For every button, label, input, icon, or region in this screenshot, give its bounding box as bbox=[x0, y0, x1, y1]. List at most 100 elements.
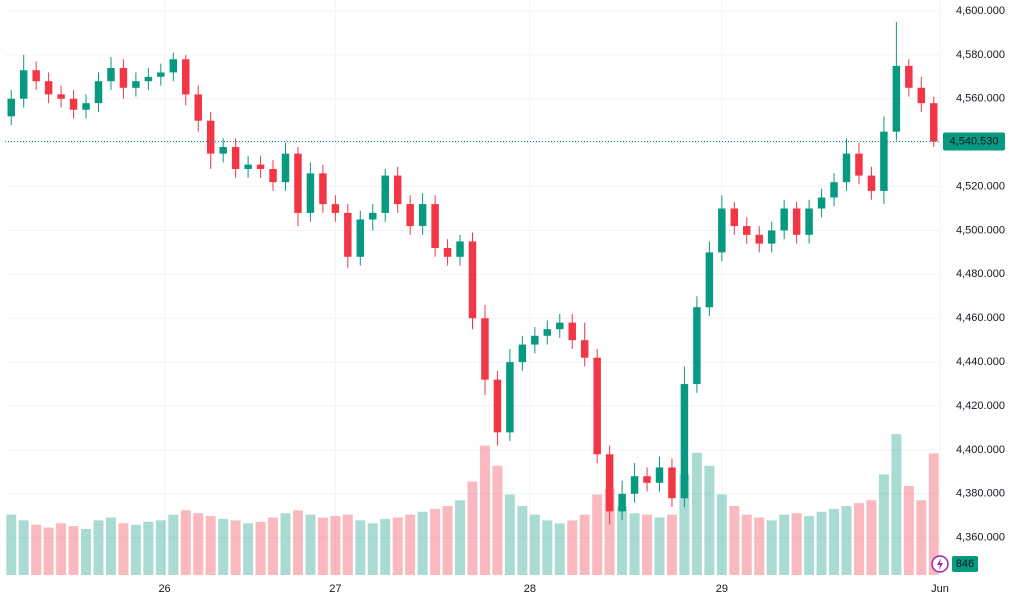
volume-bar bbox=[280, 513, 291, 575]
volume-bar bbox=[442, 506, 453, 575]
volume-bar bbox=[779, 514, 790, 575]
volume-bar bbox=[567, 520, 578, 575]
volume-bar bbox=[405, 514, 416, 575]
candle-body bbox=[44, 81, 53, 95]
volume-bar bbox=[230, 520, 241, 575]
volume-bar bbox=[642, 514, 653, 575]
candle-body bbox=[618, 493, 626, 512]
candle-body bbox=[231, 147, 240, 169]
candle-body bbox=[132, 81, 140, 88]
candle-body bbox=[182, 59, 190, 95]
volume-bar bbox=[168, 514, 179, 575]
volume-bar bbox=[305, 514, 316, 575]
volume-bar bbox=[392, 517, 403, 575]
volume-bar bbox=[804, 516, 815, 575]
y-tick-label: 4,580.000 bbox=[956, 49, 1005, 61]
candle-body bbox=[593, 357, 601, 455]
volume-bar bbox=[56, 523, 67, 575]
volume-bar bbox=[554, 523, 565, 575]
volume-bar bbox=[268, 517, 279, 575]
candle-body bbox=[905, 65, 913, 88]
candle-body bbox=[481, 318, 489, 380]
candle-body bbox=[256, 164, 265, 169]
candle-body bbox=[630, 476, 639, 494]
candle-body bbox=[493, 379, 502, 433]
candle-body bbox=[32, 70, 40, 82]
volume-bar bbox=[529, 514, 540, 575]
volume-bar bbox=[155, 520, 166, 575]
candle-body bbox=[294, 153, 302, 213]
candle-body bbox=[107, 68, 115, 82]
candle-body bbox=[605, 454, 614, 512]
volume-bar bbox=[492, 465, 503, 575]
last-price-box bbox=[943, 132, 1005, 151]
candle-body bbox=[369, 212, 377, 220]
candle-body bbox=[531, 335, 539, 345]
volume-bar bbox=[367, 523, 378, 575]
volume-bar bbox=[317, 517, 328, 575]
x-tick-label: Jun bbox=[931, 583, 949, 595]
y-tick-label: 4,440.000 bbox=[956, 356, 1005, 368]
volume-bar bbox=[105, 517, 116, 575]
candle-body bbox=[730, 208, 739, 227]
candle-body bbox=[157, 72, 165, 77]
x-tick-label: 27 bbox=[329, 583, 341, 595]
volume-bar bbox=[43, 527, 54, 575]
volume-bar bbox=[716, 494, 727, 575]
volume-bar bbox=[903, 485, 914, 575]
candle-body bbox=[269, 168, 277, 183]
candle-body bbox=[381, 175, 389, 213]
candle-body bbox=[144, 76, 153, 82]
candle-body bbox=[917, 87, 926, 104]
last-volume-label: 846 bbox=[956, 558, 974, 570]
candle-body bbox=[817, 197, 826, 209]
volume-bar bbox=[691, 452, 702, 575]
volume-bar bbox=[205, 516, 216, 575]
candle-body bbox=[57, 94, 65, 99]
volume-bar bbox=[754, 517, 765, 575]
volume-icon bbox=[931, 555, 949, 573]
x-tick-label: 28 bbox=[524, 583, 536, 595]
y-tick-label: 4,600.000 bbox=[956, 5, 1005, 17]
y-tick-label: 4,500.000 bbox=[956, 224, 1005, 236]
volume-bar bbox=[467, 481, 478, 575]
candle-body bbox=[518, 344, 527, 363]
volume-bar bbox=[118, 523, 129, 575]
volume-bar bbox=[255, 521, 266, 575]
volume-bar bbox=[68, 526, 79, 575]
candle-body bbox=[456, 241, 464, 257]
candle-body bbox=[780, 208, 788, 231]
volume-bar bbox=[243, 523, 254, 575]
y-tick-label: 4,420.000 bbox=[956, 400, 1005, 412]
candle-body bbox=[431, 204, 439, 248]
candle-body bbox=[580, 340, 589, 358]
candle-body bbox=[506, 362, 514, 433]
volume-bar bbox=[193, 513, 204, 575]
candle-body bbox=[219, 147, 227, 154]
candle-body bbox=[892, 65, 901, 132]
volume-bar bbox=[891, 434, 902, 575]
volume-bar bbox=[666, 514, 677, 575]
volume-bar bbox=[829, 508, 840, 575]
candle-body bbox=[319, 173, 327, 205]
y-tick-label: 4,480.000 bbox=[956, 268, 1005, 280]
y-tick-label: 4,560.000 bbox=[956, 93, 1005, 105]
volume-bar bbox=[6, 514, 17, 575]
candle-body bbox=[643, 476, 651, 483]
candle-body bbox=[842, 153, 851, 183]
y-tick-label: 4,360.000 bbox=[956, 532, 1005, 544]
volume-bar bbox=[766, 520, 777, 575]
candle-body bbox=[930, 103, 938, 142]
y-tick-label: 4,460.000 bbox=[956, 312, 1005, 324]
volume-bar bbox=[841, 506, 852, 575]
candle-body bbox=[755, 234, 763, 244]
candle-body bbox=[281, 153, 290, 183]
volume-bar bbox=[592, 494, 603, 575]
candle-body bbox=[743, 226, 751, 235]
candle-body bbox=[344, 212, 352, 257]
candle-body bbox=[119, 68, 128, 88]
volume-bar bbox=[741, 514, 752, 575]
volume-bar bbox=[31, 524, 42, 575]
candle-body bbox=[880, 131, 888, 191]
